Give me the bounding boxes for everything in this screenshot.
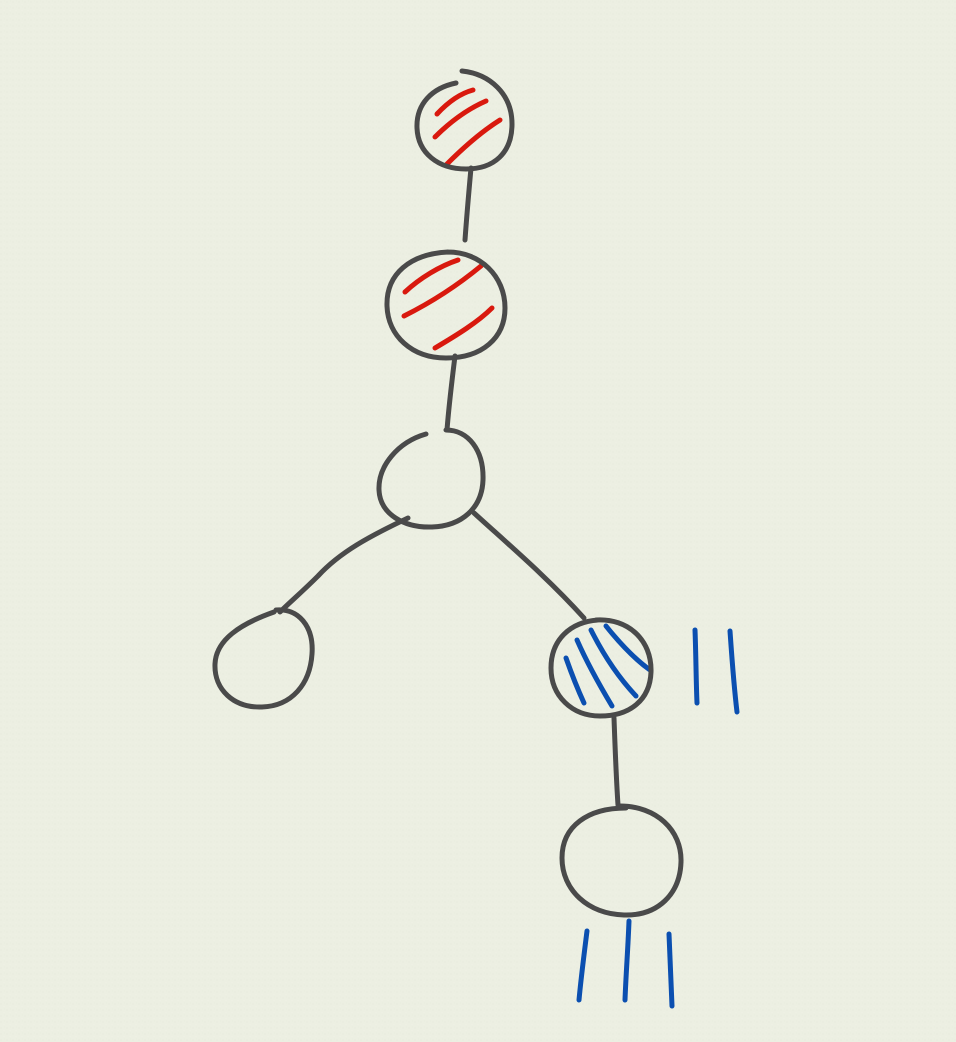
node-3 — [376, 427, 486, 530]
node-3-circle — [376, 427, 486, 530]
node-6 — [559, 803, 684, 918]
node-2-circle — [384, 249, 508, 361]
node-1-circle — [414, 68, 515, 172]
edge-node-3-node-5 — [471, 510, 587, 621]
node-1 — [414, 68, 515, 172]
tally-mark — [622, 918, 632, 1003]
edge-node-5-node-6 — [611, 715, 621, 808]
node-2 — [384, 249, 508, 361]
tally-mark — [666, 931, 675, 1009]
node-5-circle — [548, 617, 654, 719]
node-4 — [212, 607, 315, 710]
node-5 — [548, 617, 654, 719]
tally-mark — [692, 627, 700, 706]
edge-node-1-node-2 — [462, 165, 474, 243]
node-2-hatch — [401, 257, 495, 351]
node-4-circle — [212, 607, 315, 710]
tally-mark — [727, 628, 740, 715]
node-5-tally — [692, 627, 740, 715]
edge-node-2-node-3 — [444, 353, 458, 433]
node-5-hatch — [563, 623, 653, 709]
node-1-hatch — [432, 87, 503, 167]
node-6-tally — [576, 918, 675, 1009]
edge-node-3-node-4 — [277, 515, 411, 615]
node-6-circle — [559, 803, 684, 918]
edges — [277, 165, 621, 808]
tally-mark — [576, 928, 590, 1003]
